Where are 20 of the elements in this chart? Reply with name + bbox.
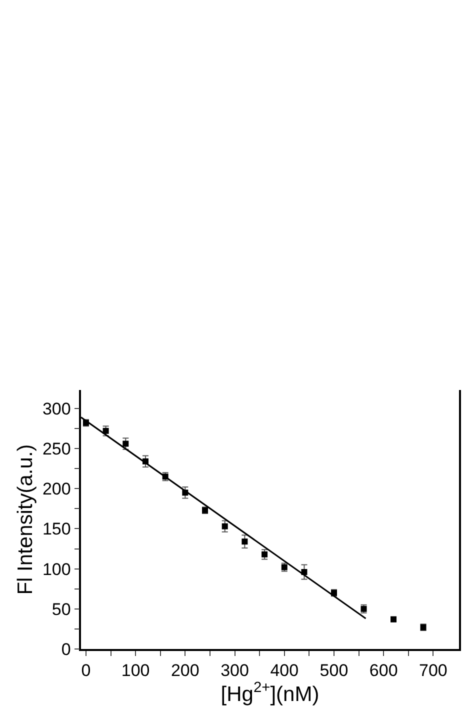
y-tick-label: 0 (61, 640, 71, 659)
y-tick-label: 100 (42, 560, 71, 579)
point (242, 538, 248, 545)
y-tick-label: 300 (42, 399, 71, 418)
x-tick-label: 500 (320, 661, 348, 680)
x-tick-label: 100 (121, 661, 150, 680)
y-tick-label: 150 (42, 520, 71, 539)
x-tick-label: 700 (419, 661, 448, 680)
x-tick-label: 200 (170, 661, 200, 680)
y-tick-label: 200 (42, 480, 71, 499)
x-tick-label: 300 (220, 661, 249, 680)
y-tick-label: 250 (42, 439, 71, 458)
point (222, 523, 228, 530)
x-axis-title: [Hg$^{2+}$](nM) (220, 680, 320, 706)
y-axis-title: Fl Intensity(a.u.) (14, 444, 38, 595)
x-tick-label: 600 (369, 661, 398, 680)
point (122, 440, 129, 447)
y-tick-label: 50 (52, 600, 71, 619)
x-tick-label: 0 (81, 661, 91, 680)
x-tick-label: 400 (270, 661, 299, 680)
